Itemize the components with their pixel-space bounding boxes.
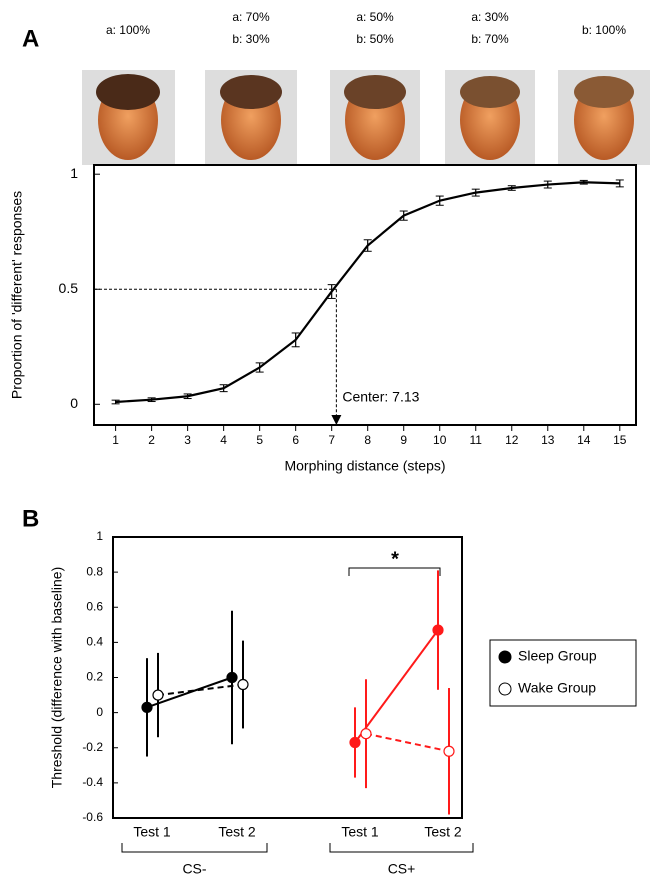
face — [558, 70, 650, 165]
series-line — [365, 732, 450, 753]
y-tick-label: 0 — [96, 705, 103, 719]
point — [237, 678, 249, 691]
image-label: b: 30% — [232, 32, 270, 46]
y-tick-label: -0.4 — [82, 775, 103, 789]
legend-frame — [489, 639, 637, 707]
group-label: CS+ — [388, 861, 416, 877]
legend-marker — [498, 682, 512, 696]
x-tick-label: 15 — [613, 433, 627, 447]
face — [82, 70, 175, 165]
image-label: a: 70% — [232, 10, 270, 24]
y-tick-label: -0.2 — [82, 740, 103, 754]
x-tick-label: 3 — [184, 433, 191, 447]
series-line — [157, 683, 244, 697]
plot-frame — [112, 536, 463, 819]
group-bracket — [329, 843, 474, 853]
face — [205, 70, 297, 165]
significance-bracket — [348, 567, 441, 576]
y-tick-label: 1 — [70, 165, 78, 181]
y-tick-label: 0.8 — [86, 564, 103, 578]
x-tick-label: Test 2 — [424, 824, 462, 840]
x-tick-label: Test 1 — [341, 824, 379, 840]
x-tick-label: 13 — [541, 433, 555, 447]
y-tick-label: 0.4 — [86, 635, 103, 649]
x-tick-label: 8 — [364, 433, 371, 447]
panel-label: A — [22, 25, 39, 52]
legend-marker — [498, 650, 512, 664]
y-tick-label: 1 — [96, 529, 103, 543]
faces — [82, 70, 650, 165]
point — [360, 728, 372, 740]
x-tick-label: 14 — [577, 433, 591, 447]
group-bracket — [121, 843, 268, 853]
x-tick-label: 5 — [256, 433, 263, 447]
series-line — [146, 676, 233, 709]
center-label: Center: 7.13 — [342, 389, 419, 405]
panel-label: B — [22, 505, 39, 532]
plot-frame — [93, 164, 637, 426]
legend-label: Wake Group — [518, 680, 596, 696]
series-line — [354, 629, 439, 744]
x-tick-label: 1 — [112, 433, 119, 447]
y-tick-label: 0.6 — [86, 599, 103, 613]
data-line — [115, 181, 620, 404]
x-tick-label: 12 — [505, 433, 519, 447]
significance-label: * — [391, 548, 399, 570]
y-tick-label: 0.2 — [86, 670, 103, 684]
x-tick-label: Test 2 — [218, 824, 256, 840]
y-tick-label: 0.5 — [59, 280, 79, 296]
image-label: b: 50% — [356, 32, 394, 46]
image-label: a: 100% — [106, 23, 150, 37]
y-tick-label: 0 — [70, 395, 78, 411]
image-label: a: 50% — [356, 10, 394, 24]
point — [226, 671, 238, 684]
x-tick-label: 2 — [148, 433, 155, 447]
x-tick-label: 9 — [400, 433, 407, 447]
y-axis-label: Threshold (difference with baseline) — [49, 567, 65, 789]
legend-label: Sleep Group — [518, 648, 597, 664]
x-tick-label: 11 — [470, 433, 483, 447]
point — [432, 624, 444, 636]
x-tick-label: 4 — [220, 433, 227, 447]
group-label: CS- — [182, 861, 206, 877]
point — [141, 701, 153, 713]
face — [330, 70, 420, 165]
y-axis-label: Proportion of 'different' responses — [9, 191, 25, 399]
y-tick-label: -0.6 — [82, 810, 103, 824]
center-arrow — [331, 415, 342, 425]
point — [152, 689, 164, 701]
face — [445, 70, 535, 165]
x-tick-label: Test 1 — [133, 824, 171, 840]
point — [349, 736, 361, 749]
x-axis-label: Morphing distance (steps) — [284, 458, 445, 474]
x-tick-label: 7 — [328, 433, 335, 447]
image-label: b: 100% — [582, 23, 626, 37]
x-tick-label: 10 — [433, 433, 447, 447]
x-tick-label: 6 — [292, 433, 299, 447]
image-label: b: 70% — [471, 32, 509, 46]
image-label: a: 30% — [471, 10, 509, 24]
point — [443, 745, 455, 757]
